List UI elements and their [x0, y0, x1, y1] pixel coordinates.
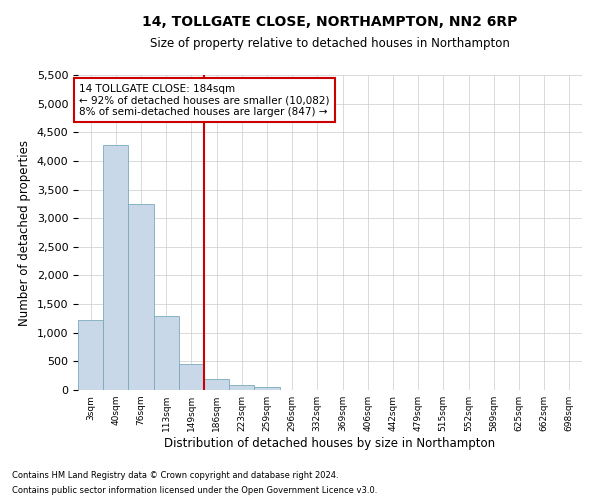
Text: Contains HM Land Registry data © Crown copyright and database right 2024.: Contains HM Land Registry data © Crown c… — [12, 471, 338, 480]
Bar — [103, 145, 128, 390]
Bar — [78, 320, 103, 390]
Y-axis label: Number of detached properties: Number of detached properties — [18, 140, 31, 326]
Text: Contains public sector information licensed under the Open Government Licence v3: Contains public sector information licen… — [12, 486, 377, 495]
Bar — [229, 385, 254, 390]
Bar — [128, 204, 154, 390]
Bar — [179, 364, 204, 390]
X-axis label: Distribution of detached houses by size in Northampton: Distribution of detached houses by size … — [164, 437, 496, 450]
Bar — [254, 386, 280, 390]
Bar — [204, 378, 229, 390]
Bar — [154, 316, 179, 390]
Text: 14, TOLLGATE CLOSE, NORTHAMPTON, NN2 6RP: 14, TOLLGATE CLOSE, NORTHAMPTON, NN2 6RP — [142, 15, 518, 29]
Text: Size of property relative to detached houses in Northampton: Size of property relative to detached ho… — [150, 38, 510, 51]
Text: 14 TOLLGATE CLOSE: 184sqm
← 92% of detached houses are smaller (10,082)
8% of se: 14 TOLLGATE CLOSE: 184sqm ← 92% of detac… — [79, 84, 330, 117]
